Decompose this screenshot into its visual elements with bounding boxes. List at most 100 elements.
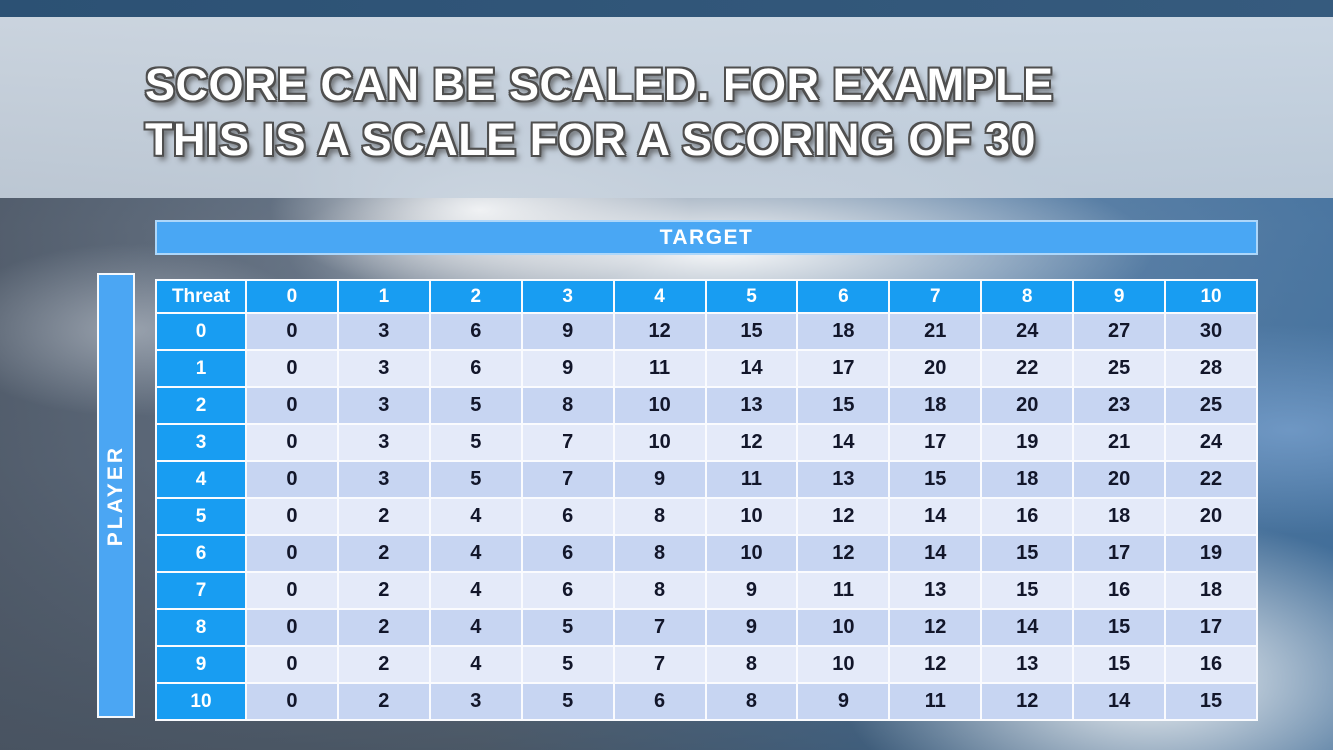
score-cell: 15	[704, 312, 799, 351]
score-cell: 0	[245, 608, 339, 647]
score-cell: 6	[612, 682, 707, 721]
score-cell: 11	[796, 571, 891, 610]
score-cell: 14	[980, 608, 1075, 647]
slide-title-line-1: SCORE CAN BE SCALED. FOR EXAMPLE	[145, 59, 1054, 110]
score-cell: 2	[336, 497, 431, 536]
column-header-cell: 3	[520, 279, 615, 314]
score-cell: 11	[612, 349, 707, 388]
score-cell: 8	[520, 386, 615, 425]
score-cell: 5	[520, 682, 615, 721]
column-header-cell: 7	[888, 279, 983, 314]
score-cell: 17	[1072, 534, 1167, 573]
score-cell: 18	[980, 460, 1075, 499]
score-cell: 18	[1164, 571, 1258, 610]
score-cell: 17	[888, 423, 983, 462]
score-cell: 0	[245, 386, 339, 425]
score-cell: 6	[520, 534, 615, 573]
score-cell: 4	[428, 571, 523, 610]
score-cell: 4	[428, 497, 523, 536]
table-row: 1 0 3 6 9 11 14 17 20 22 25 28	[155, 349, 1258, 388]
row-header-cell: 1	[155, 349, 247, 388]
score-cell: 2	[336, 682, 431, 721]
slide-title-line-2: THIS IS A SCALE FOR A SCORING OF 30	[145, 114, 1036, 165]
row-header-cell: 10	[155, 682, 247, 721]
table-row: 4 0 3 5 7 9 11 13 15 18 20 22	[155, 460, 1258, 499]
score-cell: 14	[796, 423, 891, 462]
score-cell: 18	[1072, 497, 1167, 536]
row-header-cell: 0	[155, 312, 247, 351]
target-header-bar: TARGET	[155, 220, 1258, 255]
column-header-cell: 4	[612, 279, 707, 314]
row-header-cell: 4	[155, 460, 247, 499]
score-cell: 0	[245, 460, 339, 499]
score-matrix-table: Threat 0 1 2 3 4 5 6 7 8 9 10 0 0 3 6 9 12 15 18 21 24 27 30 1…	[155, 279, 1258, 721]
row-header-cell: 8	[155, 608, 247, 647]
score-cell: 10	[612, 386, 707, 425]
row-header-cell: 7	[155, 571, 247, 610]
score-cell: 13	[888, 571, 983, 610]
score-cell: 21	[1072, 423, 1167, 462]
score-cell: 13	[980, 645, 1075, 684]
score-cell: 0	[245, 571, 339, 610]
score-cell: 20	[1072, 460, 1167, 499]
score-cell: 3	[336, 312, 431, 351]
player-header-label: PLAYER	[104, 444, 127, 547]
score-cell: 12	[980, 682, 1075, 721]
score-cell: 17	[1164, 608, 1258, 647]
score-cell: 6	[428, 312, 523, 351]
score-cell: 15	[1164, 682, 1258, 721]
score-cell: 10	[612, 423, 707, 462]
score-cell: 0	[245, 423, 339, 462]
score-cell: 9	[520, 349, 615, 388]
score-cell: 8	[704, 645, 799, 684]
column-header-cell: 9	[1072, 279, 1167, 314]
score-cell: 9	[520, 312, 615, 351]
score-cell: 15	[796, 386, 891, 425]
table-row: 5 0 2 4 6 8 10 12 14 16 18 20	[155, 497, 1258, 536]
score-cell: 7	[612, 608, 707, 647]
score-cell: 3	[336, 386, 431, 425]
score-cell: 14	[888, 497, 983, 536]
score-cell: 20	[980, 386, 1075, 425]
score-cell: 20	[1164, 497, 1258, 536]
score-cell: 12	[888, 645, 983, 684]
table-row: 7 0 2 4 6 8 9 11 13 15 16 18	[155, 571, 1258, 610]
score-cell: 2	[336, 534, 431, 573]
score-cell: 25	[1072, 349, 1167, 388]
score-cell: 22	[1164, 460, 1258, 499]
score-cell: 6	[520, 497, 615, 536]
score-cell: 16	[1072, 571, 1167, 610]
score-cell: 7	[520, 423, 615, 462]
score-cell: 14	[704, 349, 799, 388]
score-cell: 9	[796, 682, 891, 721]
score-cell: 16	[1164, 645, 1258, 684]
score-cell: 2	[336, 645, 431, 684]
score-cell: 8	[612, 497, 707, 536]
column-header-cell: 0	[245, 279, 339, 314]
score-cell: 15	[1072, 645, 1167, 684]
score-cell: 6	[428, 349, 523, 388]
row-header-cell: 9	[155, 645, 247, 684]
table-row: 3 0 3 5 7 10 12 14 17 19 21 24	[155, 423, 1258, 462]
score-cell: 0	[245, 349, 339, 388]
target-header-label: TARGET	[659, 225, 754, 249]
score-cell: 10	[704, 497, 799, 536]
score-cell: 4	[428, 645, 523, 684]
score-cell: 5	[428, 423, 523, 462]
score-cell: 8	[612, 534, 707, 573]
score-cell: 14	[1072, 682, 1167, 721]
row-header-cell: 2	[155, 386, 247, 425]
score-cell: 0	[245, 682, 339, 721]
score-cell: 6	[520, 571, 615, 610]
table-row: 0 0 3 6 9 12 15 18 21 24 27 30	[155, 312, 1258, 351]
score-cell: 5	[520, 608, 615, 647]
score-cell: 23	[1072, 386, 1167, 425]
table-row: 10 0 2 3 5 6 8 9 11 12 14 15	[155, 682, 1258, 721]
score-cell: 0	[245, 534, 339, 573]
row-header-cell: 6	[155, 534, 247, 573]
score-cell: 5	[428, 386, 523, 425]
score-cell: 12	[612, 312, 707, 351]
score-cell: 7	[520, 460, 615, 499]
score-cell: 5	[520, 645, 615, 684]
